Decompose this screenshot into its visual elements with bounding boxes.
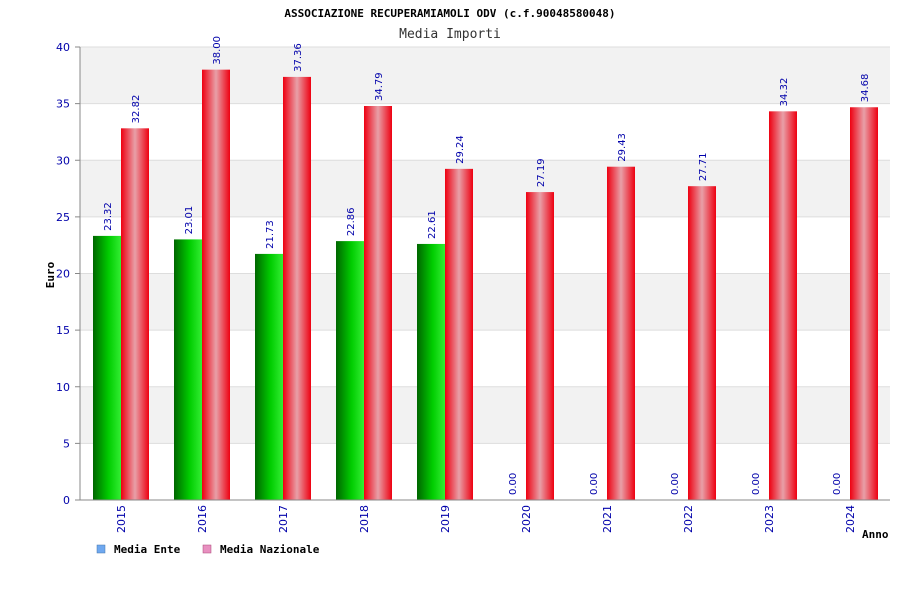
bar-media-nazionale — [445, 168, 473, 500]
x-tick-label: 2018 — [358, 505, 371, 533]
y-tick-label: 25 — [56, 211, 70, 224]
value-label: 0.00 — [670, 473, 681, 495]
x-tick-label: 2016 — [196, 505, 209, 533]
grid-band — [80, 47, 890, 104]
value-label: 29.43 — [617, 133, 628, 162]
value-label: 0.00 — [832, 473, 843, 495]
x-tick-label: 2022 — [682, 505, 695, 533]
y-tick-label: 5 — [63, 437, 70, 450]
y-axis-ticks: 0 5 10 15 20 25 30 35 40 — [56, 41, 80, 507]
value-label: 27.19 — [536, 158, 547, 187]
value-label: 34.68 — [860, 74, 871, 103]
legend-label-media-nazionale: Media Nazionale — [220, 543, 320, 556]
bar-media-nazionale — [202, 69, 230, 501]
bar-media-ente — [417, 243, 445, 500]
value-label: 22.86 — [346, 207, 357, 236]
value-label: 23.01 — [184, 206, 195, 235]
legend-swatch-media-nazionale — [202, 544, 212, 554]
legend-label-media-ente: Media Ente — [114, 543, 181, 556]
x-tick-label: 2024 — [844, 505, 857, 533]
x-tick-label: 2023 — [763, 505, 776, 533]
bar-media-nazionale — [607, 166, 635, 500]
value-label: 34.32 — [779, 78, 790, 107]
value-label: 0.00 — [589, 473, 600, 495]
bar-media-nazionale — [850, 107, 878, 501]
value-label: 37.36 — [293, 43, 304, 72]
value-label: 0.00 — [751, 473, 762, 495]
value-label: 23.32 — [103, 202, 114, 231]
legend-swatch-media-ente — [96, 544, 106, 554]
x-tick-label: 2020 — [520, 505, 533, 533]
bar-media-nazionale — [688, 186, 716, 500]
value-label: 29.24 — [455, 135, 466, 164]
grid-band — [80, 160, 890, 217]
bar-media-ente — [174, 239, 202, 500]
value-labels: 23.32 32.82 23.01 38.00 21.73 37.36 22.86 34.79… — [103, 36, 871, 495]
y-axis-label: Euro — [44, 261, 57, 288]
y-tick-label: 10 — [56, 381, 70, 394]
x-axis-label: Anno — [862, 528, 889, 541]
bar-media-nazionale — [283, 76, 311, 500]
bar-media-ente — [255, 253, 283, 500]
bar-media-nazionale — [364, 106, 392, 501]
x-tick-label: 2019 — [439, 505, 452, 533]
grid-band — [80, 103, 890, 161]
y-tick-label: 40 — [56, 41, 70, 54]
value-label: 22.61 — [427, 210, 438, 239]
bar-media-nazionale — [121, 128, 149, 500]
bars — [93, 69, 878, 501]
bar-media-ente — [336, 241, 364, 500]
y-tick-label: 15 — [56, 324, 70, 337]
value-label: 27.71 — [698, 153, 709, 182]
value-label: 38.00 — [212, 36, 223, 65]
bar-media-nazionale — [769, 111, 797, 501]
y-tick-label: 0 — [63, 494, 70, 507]
y-tick-label: 30 — [56, 154, 70, 167]
value-label: 0.00 — [508, 473, 519, 495]
x-tick-label: 2015 — [115, 505, 128, 533]
bar-media-ente — [93, 235, 121, 500]
y-tick-label: 20 — [56, 268, 70, 281]
legend: Media Ente Media Nazionale — [96, 543, 320, 556]
value-label: 34.79 — [374, 72, 385, 101]
x-tick-label: 2017 — [277, 505, 290, 533]
bar-media-nazionale — [526, 192, 554, 501]
chart-subtitle: Media Importi — [399, 27, 501, 42]
value-label: 32.82 — [131, 95, 142, 124]
x-axis-ticks: 2015 2016 2017 2018 2019 2020 2021 2022 2023 2024 — [115, 505, 857, 533]
y-tick-label: 35 — [56, 98, 70, 111]
chart-title: ASSOCIAZIONE RECUPERAMIAMOLI ODV (c.f.90… — [284, 7, 615, 20]
value-label: 21.73 — [265, 220, 276, 249]
x-tick-label: 2021 — [601, 505, 614, 533]
